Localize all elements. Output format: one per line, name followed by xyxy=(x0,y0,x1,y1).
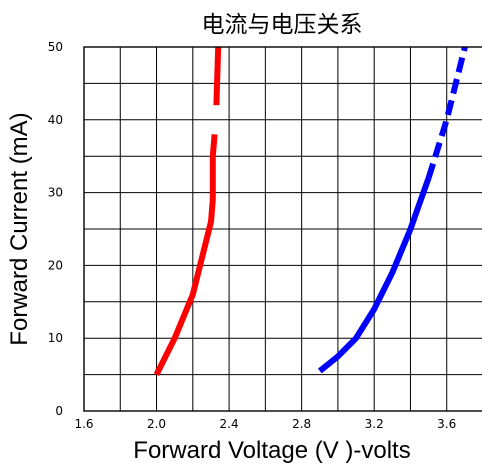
grid xyxy=(84,47,482,411)
chart-title: 电流与电压关系 xyxy=(202,12,363,38)
series-lines xyxy=(153,46,468,376)
x-tick-label: 2.0 xyxy=(147,417,166,431)
y-tick-label: 30 xyxy=(48,186,63,200)
x-tick-label: 2.8 xyxy=(292,417,311,431)
y-axis-label: Forward Current (mA) xyxy=(6,112,33,345)
plot-area-frame xyxy=(83,46,482,412)
x-tick-label: 1.6 xyxy=(74,417,93,431)
y-tick-label: 0 xyxy=(55,404,63,418)
tick-labels: 1.6 2.0 2.4 2.8 3.2 3.6 0 10 20 30 40 50 xyxy=(48,40,457,431)
x-tick-label: 3.6 xyxy=(437,417,456,431)
series-2-line-solid xyxy=(317,176,432,374)
x-axis-label: Forward Voltage (V )-volts xyxy=(133,437,410,464)
y-tick-label: 10 xyxy=(48,331,63,345)
series-1-line-solid xyxy=(153,134,218,376)
y-tick-label: 40 xyxy=(48,113,63,127)
series-2-line-dashed xyxy=(425,46,468,179)
y-tick-label: 50 xyxy=(48,40,63,54)
x-tick-label: 3.2 xyxy=(365,417,384,431)
x-tick-label: 2.4 xyxy=(220,417,239,431)
series-1-line-solid xyxy=(213,46,222,106)
y-tick-label: 20 xyxy=(48,258,63,272)
